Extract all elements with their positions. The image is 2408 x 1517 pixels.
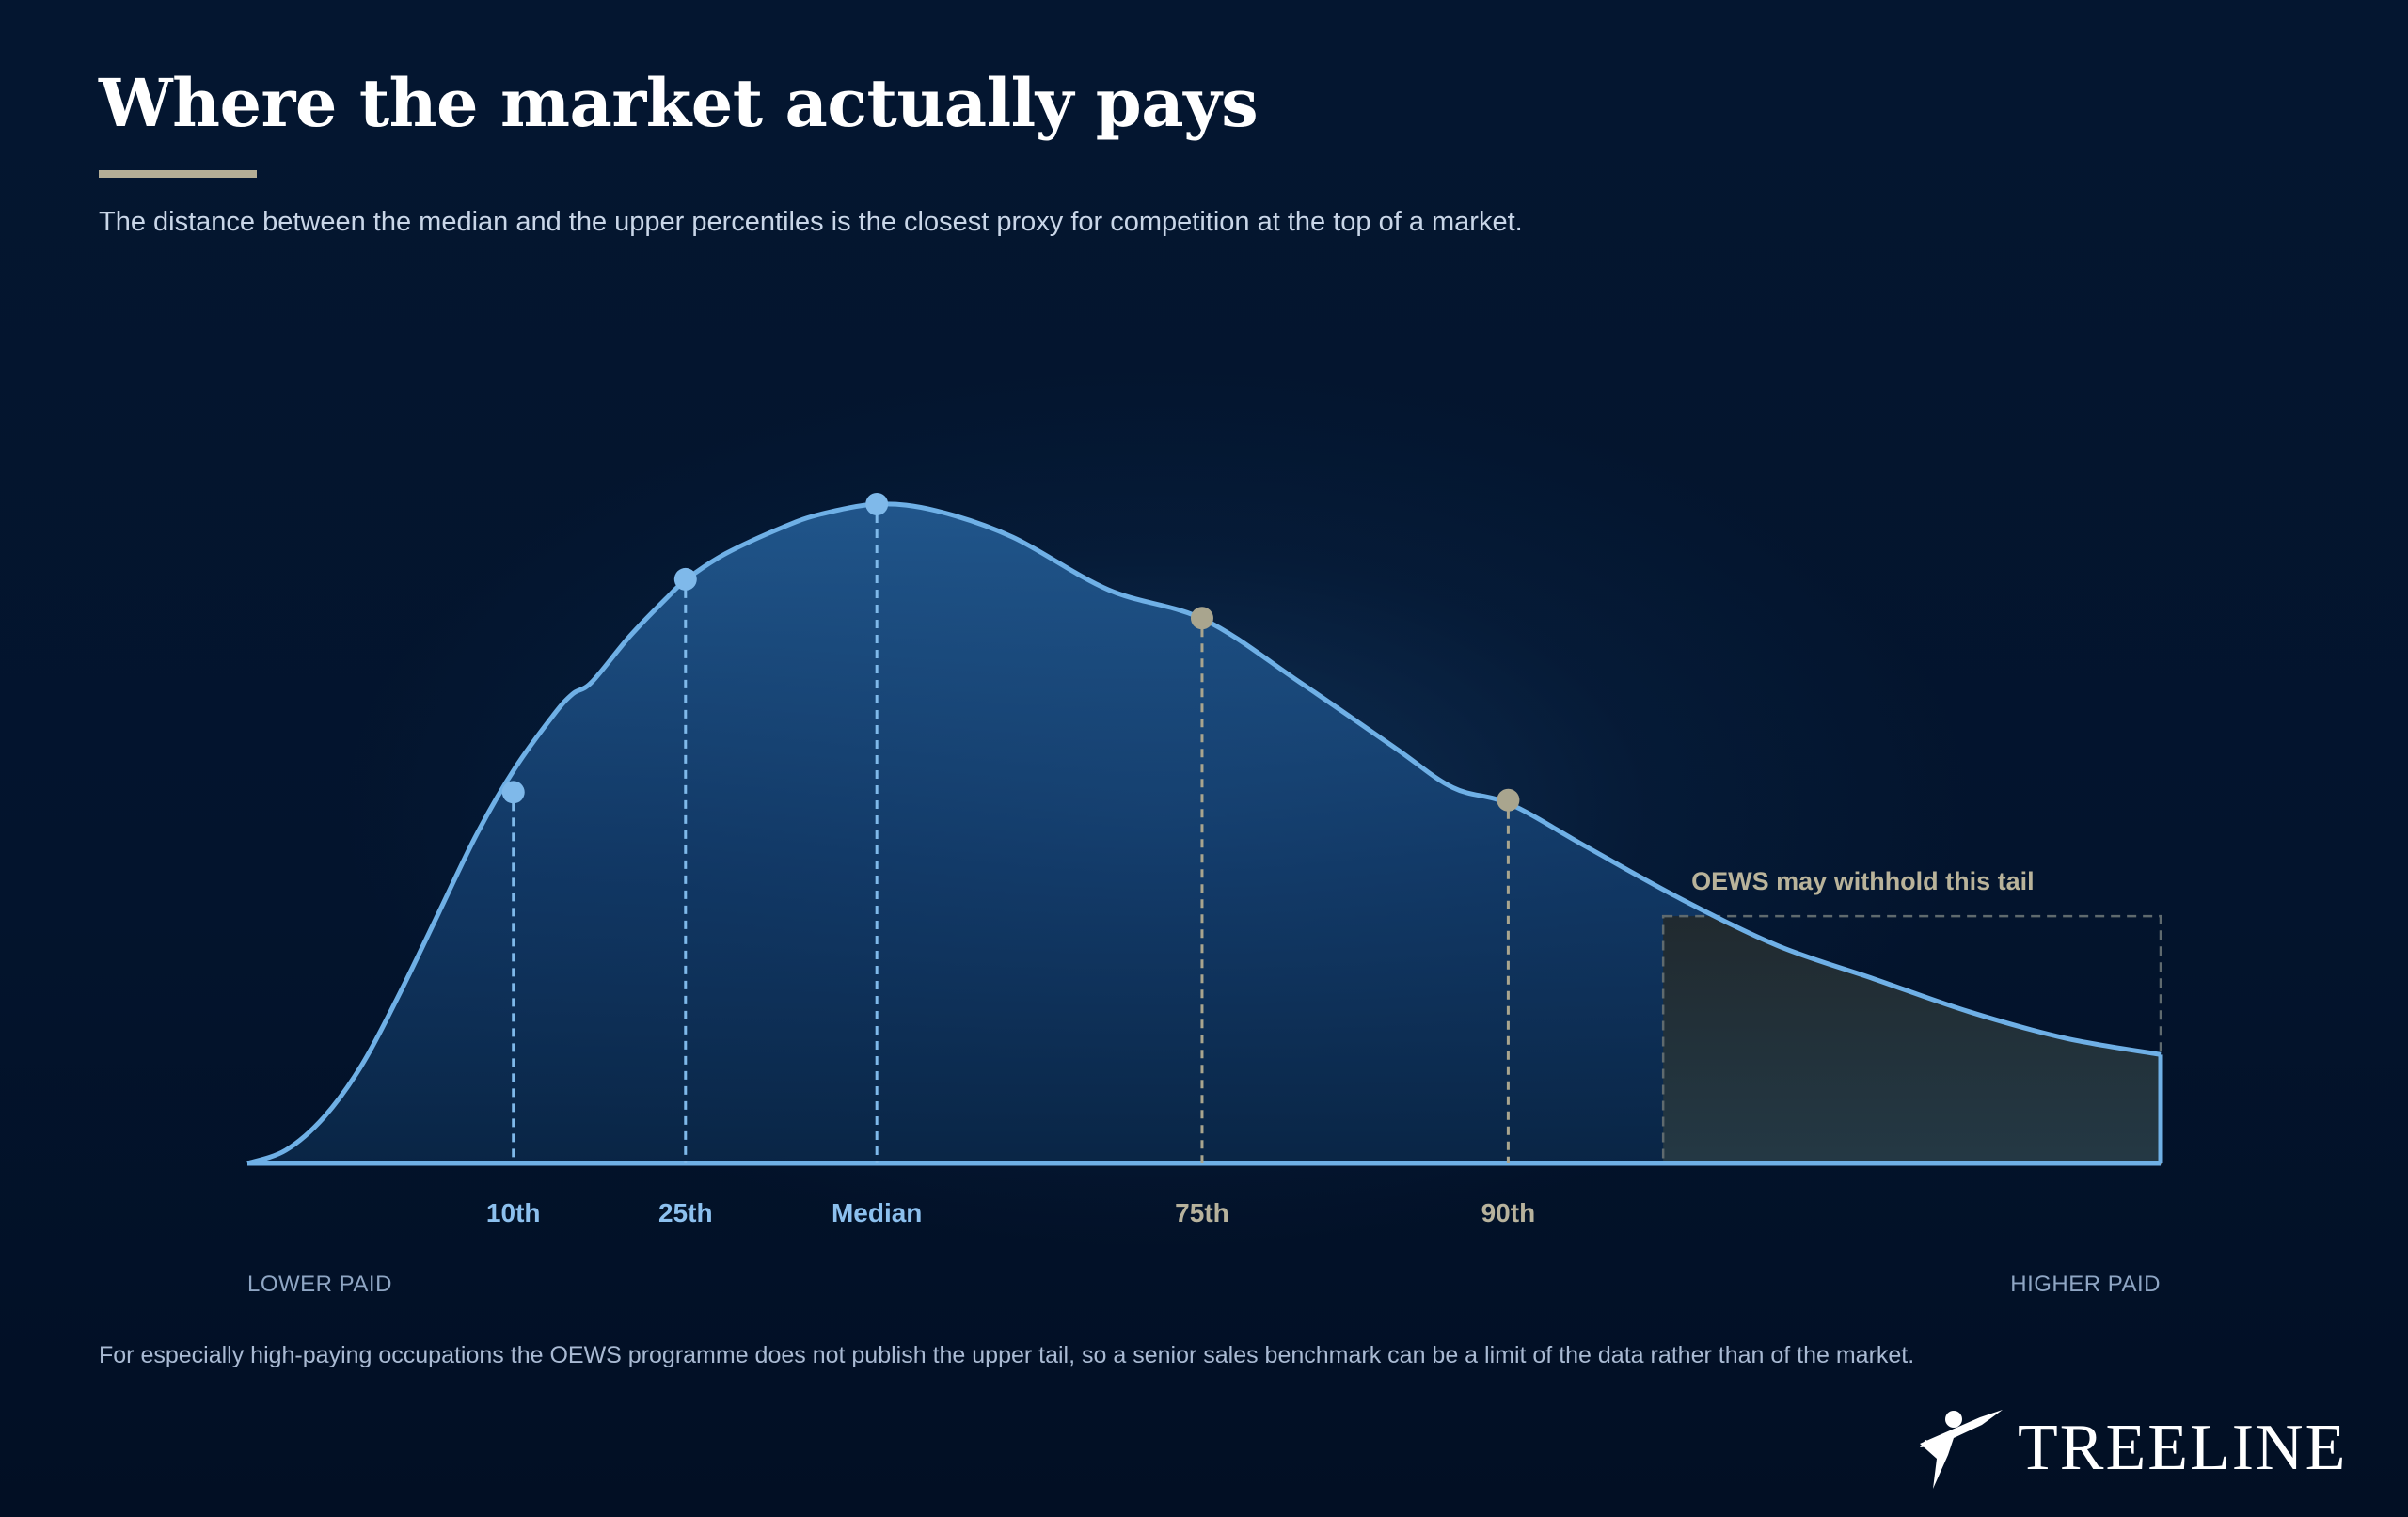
x-axis-right-label: HIGHER PAID xyxy=(2010,1272,2161,1297)
percentile-marker-point xyxy=(865,493,889,515)
withheld-tail-region: OEWS may withhold this tail xyxy=(1661,867,2162,1165)
tail-annotation-label: OEWS may withhold this tail xyxy=(1691,867,2035,895)
distribution-curve xyxy=(246,501,2162,1166)
percentile-marker-point xyxy=(673,567,697,591)
withheld-tail-fill xyxy=(1663,916,2161,1163)
page-title: Where the market actually pays xyxy=(99,64,1259,142)
footnote: For especially high-paying occupations t… xyxy=(99,1342,1915,1368)
percentile-markers: 10th 25th Median 75th 90th xyxy=(486,493,1535,1227)
percentile-marker-point xyxy=(501,781,525,804)
brand-name: TREELINE xyxy=(2018,1412,2348,1484)
percentile-label: 90th xyxy=(1481,1198,1536,1227)
brand-logo: TREELINE xyxy=(1914,1406,2347,1491)
percentile-marker-point xyxy=(1190,607,1213,630)
percentile-label: 10th xyxy=(486,1198,541,1227)
percentile-label: 25th xyxy=(658,1198,713,1227)
runner-icon xyxy=(1920,1410,2003,1489)
percentile-label: 75th xyxy=(1175,1198,1229,1227)
x-axis-left-label: LOWER PAID xyxy=(247,1272,392,1297)
subtitle: The distance between the median and the … xyxy=(99,207,1523,237)
title-accent-rule xyxy=(99,170,257,178)
percentile-label: Median xyxy=(832,1198,922,1227)
percentile-marker-point xyxy=(1497,788,1520,812)
